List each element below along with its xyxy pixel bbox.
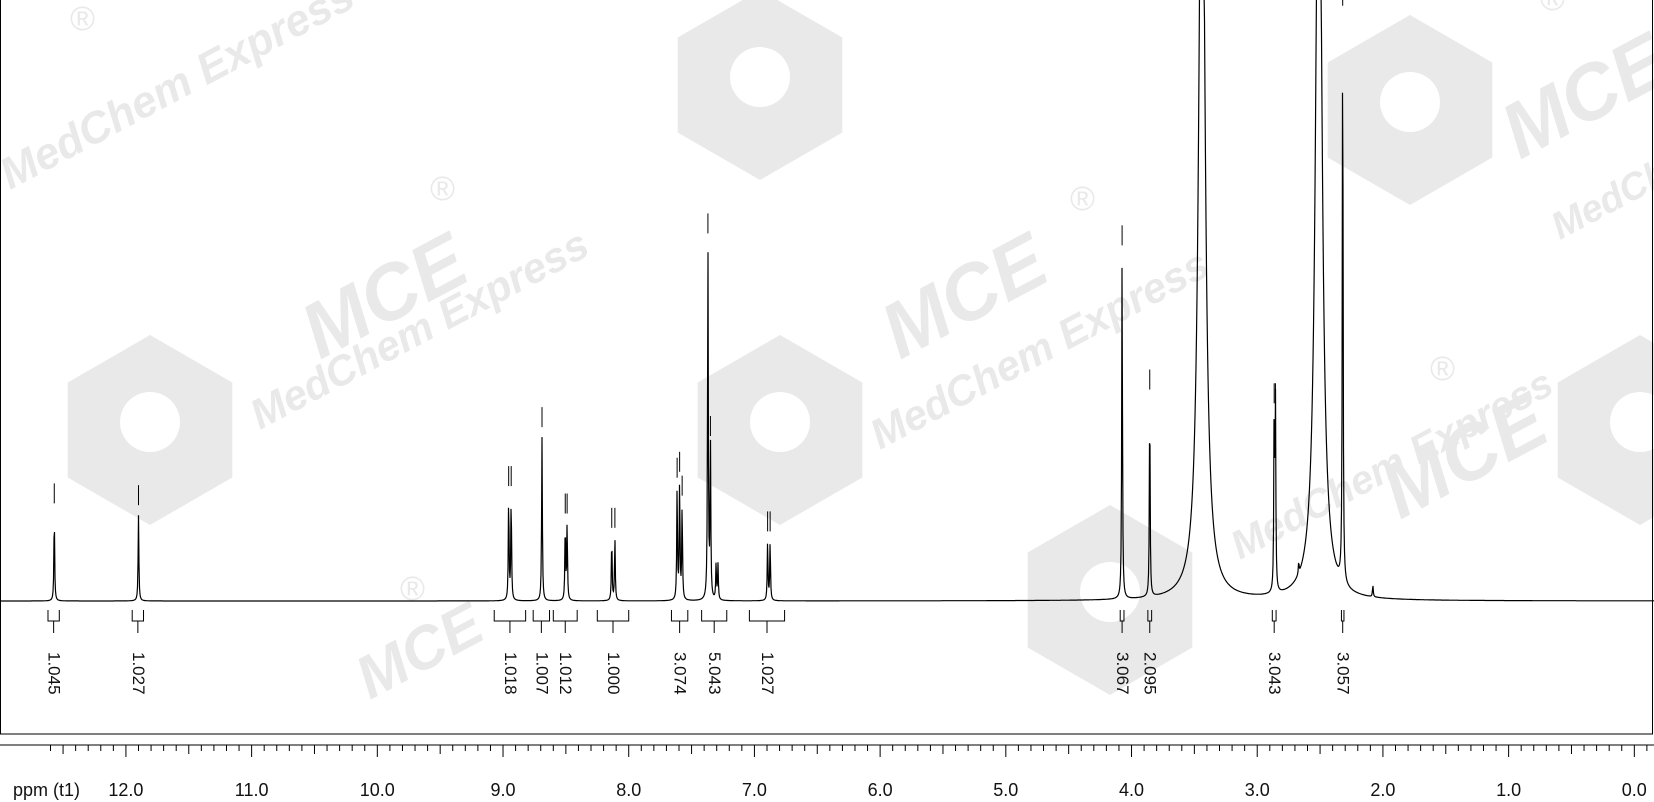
x-tick-label: 0.0 (1622, 780, 1647, 800)
watermark-text: MedChem Express (0, 0, 362, 199)
x-tick-label: 7.0 (742, 780, 767, 800)
integral-bracket: 5.043 (701, 610, 728, 695)
watermark-logo-hole (1080, 562, 1140, 622)
integral-value-label: 2.095 (1141, 652, 1160, 695)
x-tick-label: 3.0 (1245, 780, 1270, 800)
integral-value-label: 1.012 (556, 652, 575, 695)
x-axis: 12.0 11.0 10.0 9.0 8.0 7.0 6.0 5.0 4.0 3.0 2.0 1.0 0… (0, 744, 1654, 800)
integral-bracket-line (670, 610, 689, 622)
integral-bracket: 1.007 (532, 610, 551, 695)
watermark-logo-hole (120, 392, 180, 452)
watermark-registered: ® (430, 170, 455, 208)
integral-value-label: 3.043 (1265, 652, 1284, 695)
integral-value-label: 1.007 (532, 652, 551, 695)
integral-bracket: 3.067 (1113, 610, 1132, 695)
watermark-registered: ® (1430, 350, 1455, 388)
watermark-registered: ® (1070, 180, 1095, 218)
integral-bracket-line (493, 610, 527, 622)
integral-bracket: 2.095 (1141, 610, 1160, 695)
x-tick-label: 4.0 (1119, 780, 1144, 800)
integral-bracket-line (552, 610, 578, 622)
integral-bracket-line (131, 610, 145, 622)
watermark-logo (1557, 335, 1654, 525)
integral-bracket: 1.012 (552, 610, 578, 695)
peak-markers (53, 0, 1344, 532)
integral-value-label: 1.045 (45, 652, 64, 695)
integral-bracket: 3.074 (671, 610, 690, 695)
integral-value-label: 1.027 (129, 652, 148, 695)
integral-bracket: 1.027 (748, 610, 786, 695)
integral-value-label: 3.067 (1113, 652, 1132, 695)
watermark-logo-hole (730, 47, 790, 107)
integral-bracket-line (47, 610, 60, 622)
integral-value-label: 5.043 (705, 652, 724, 695)
integral-value-label: 1.018 (501, 652, 520, 695)
x-tick-label: 1.0 (1496, 780, 1521, 800)
x-tick-label: 8.0 (616, 780, 641, 800)
integral-bracket-line (1271, 610, 1277, 622)
watermark-registered: ® (70, 0, 95, 38)
integral-bracket: 1.000 (596, 610, 630, 695)
integral-bracket: 1.045 (45, 610, 64, 695)
integral-bracket-line (1340, 610, 1345, 622)
x-tick-label: 11.0 (235, 780, 269, 800)
x-tick-label: 5.0 (993, 780, 1018, 800)
x-tick-label: 6.0 (868, 780, 893, 800)
watermark-logo-hole (1610, 392, 1654, 452)
integral-bracket: 1.027 (129, 610, 148, 695)
integral-bracket-line (701, 610, 728, 622)
integral-value-label: 3.057 (1334, 652, 1353, 695)
spectrum-line (0, 0, 1654, 602)
integral-bracket: 1.018 (493, 610, 527, 695)
integral-value-label: 1.027 (758, 652, 777, 695)
integrals: 1.045 1.027 1.018 1.007 1.012 1.000 3.074 5.043… (45, 610, 1353, 695)
watermark-brand: MCE (1487, 15, 1654, 175)
integral-value-label: 3.074 (671, 652, 690, 695)
x-tick-label: 2.0 (1370, 780, 1395, 800)
integral-value-label: 1.000 (604, 652, 623, 695)
x-tick-label: 12.0 (108, 780, 143, 800)
integral-bracket-line (532, 610, 551, 622)
x-axis-label: ppm (t1) (13, 780, 80, 800)
watermark-registered: ® (400, 570, 425, 608)
x-tick-label: 10.0 (360, 780, 395, 800)
watermark-logo-hole (750, 392, 810, 452)
plot-frame (0, 0, 1653, 735)
watermark-logo-hole (1380, 72, 1440, 132)
integral-bracket-line (748, 610, 786, 622)
integral-bracket: 3.057 (1334, 610, 1353, 695)
x-tick-label: 9.0 (491, 780, 516, 800)
integral-bracket-line (596, 610, 630, 622)
watermark-registered: ® (1540, 0, 1565, 18)
integral-bracket: 3.043 (1265, 610, 1284, 695)
